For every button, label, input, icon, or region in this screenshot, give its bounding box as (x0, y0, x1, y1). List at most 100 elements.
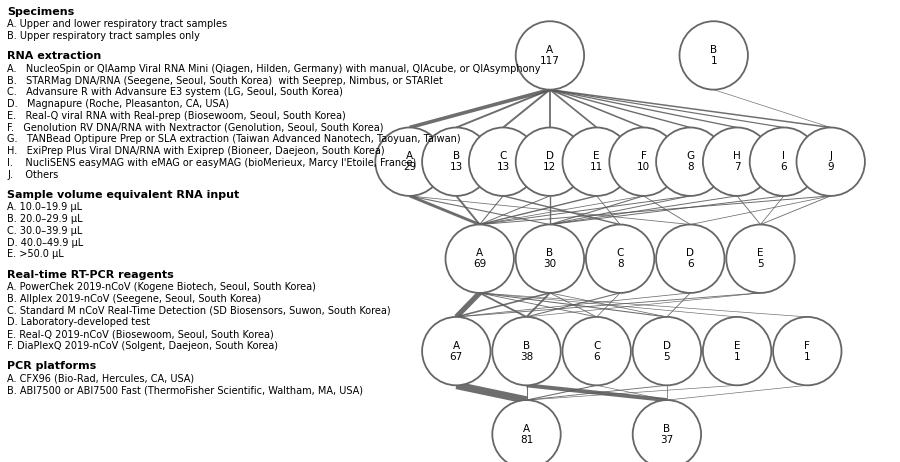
Text: B.   STARMag DNA/RNA (Seegene, Seoul, South Korea)  with Seeprep, Nimbus, or STA: B. STARMag DNA/RNA (Seegene, Seoul, Sout… (7, 75, 443, 85)
Text: 12: 12 (544, 162, 556, 172)
Text: D.   Magnapure (Roche, Pleasanton, CA, USA): D. Magnapure (Roche, Pleasanton, CA, USA… (7, 99, 230, 109)
Text: G: G (686, 151, 695, 161)
Text: B: B (523, 340, 530, 351)
Text: 6: 6 (780, 162, 788, 172)
Text: B. 20.0–29.9 μL: B. 20.0–29.9 μL (7, 214, 83, 224)
Ellipse shape (422, 317, 490, 385)
Text: 8: 8 (616, 259, 624, 269)
Text: A. CFX96 (Bio-Rad, Hercules, CA, USA): A. CFX96 (Bio-Rad, Hercules, CA, USA) (7, 373, 194, 383)
Text: 13: 13 (497, 162, 509, 172)
Text: Real-time RT-PCR reagents: Real-time RT-PCR reagents (7, 269, 174, 280)
Text: E.   Real-Q viral RNA with Real-prep (Biosewoom, Seoul, South Korea): E. Real-Q viral RNA with Real-prep (Bios… (7, 111, 346, 121)
Text: F: F (805, 340, 810, 351)
Text: 117: 117 (540, 56, 560, 66)
Ellipse shape (656, 128, 725, 196)
Text: A: A (453, 340, 460, 351)
Text: C.   Advansure R with Advansure E3 system (LG, Seoul, South Korea): C. Advansure R with Advansure E3 system … (7, 87, 343, 97)
Text: B: B (453, 151, 460, 161)
Text: A: A (476, 248, 483, 258)
Ellipse shape (446, 225, 514, 293)
Text: 9: 9 (827, 162, 834, 172)
Text: C: C (616, 248, 624, 258)
Text: 69: 69 (473, 259, 486, 269)
Text: E. Real-Q 2019-nCoV (Biosewoom, Seoul, South Korea): E. Real-Q 2019-nCoV (Biosewoom, Seoul, S… (7, 329, 274, 339)
Text: 1: 1 (734, 352, 741, 362)
Text: 38: 38 (520, 352, 533, 362)
Text: RNA extraction: RNA extraction (7, 51, 102, 61)
Text: B. Upper respiratory tract samples only: B. Upper respiratory tract samples only (7, 31, 200, 41)
Ellipse shape (680, 21, 748, 90)
Text: A.   NucleoSpin or QIAamp Viral RNA Mini (Qiagen, Hilden, Germany) with manual, : A. NucleoSpin or QIAamp Viral RNA Mini (… (7, 64, 541, 74)
Text: C. Standard M nCoV Real-Time Detection (SD Biosensors, Suwon, South Korea): C. Standard M nCoV Real-Time Detection (… (7, 305, 391, 316)
Ellipse shape (703, 317, 771, 385)
Text: 1: 1 (804, 352, 811, 362)
Ellipse shape (609, 128, 678, 196)
Text: D. 40.0–49.9 μL: D. 40.0–49.9 μL (7, 237, 84, 248)
Text: E: E (734, 340, 741, 351)
Text: C: C (593, 340, 600, 351)
Ellipse shape (633, 400, 701, 462)
Text: 30: 30 (544, 259, 556, 269)
Text: I: I (782, 151, 786, 161)
Text: J: J (829, 151, 833, 161)
Text: D: D (663, 340, 670, 351)
Text: C. 30.0–39.9 μL: C. 30.0–39.9 μL (7, 226, 83, 236)
Text: A: A (523, 424, 530, 434)
Ellipse shape (516, 128, 584, 196)
Text: A. 10.0–19.9 μL: A. 10.0–19.9 μL (7, 202, 82, 213)
Text: 37: 37 (661, 435, 673, 445)
Text: A. PowerChek 2019-nCoV (Kogene Biotech, Seoul, South Korea): A. PowerChek 2019-nCoV (Kogene Biotech, … (7, 282, 316, 292)
Ellipse shape (492, 317, 561, 385)
Ellipse shape (492, 400, 561, 462)
Text: D: D (546, 151, 554, 161)
Ellipse shape (375, 128, 444, 196)
Ellipse shape (469, 128, 537, 196)
Ellipse shape (750, 128, 818, 196)
Ellipse shape (633, 317, 701, 385)
Text: A: A (406, 151, 413, 161)
Text: A. Upper and lower respiratory tract samples: A. Upper and lower respiratory tract sam… (7, 19, 228, 30)
Text: 5: 5 (757, 259, 764, 269)
Text: F.   Genolution RV DNA/RNA with Nextractor (Genolution, Seoul, South Korea): F. Genolution RV DNA/RNA with Nextractor… (7, 122, 383, 133)
Text: 29: 29 (403, 162, 416, 172)
Ellipse shape (773, 317, 842, 385)
Text: 6: 6 (687, 259, 694, 269)
Text: C: C (500, 151, 507, 161)
Ellipse shape (516, 225, 584, 293)
Text: F. DiaPlexQ 2019-nCoV (Solgent, Daejeon, South Korea): F. DiaPlexQ 2019-nCoV (Solgent, Daejeon,… (7, 341, 278, 351)
Text: J.    Others: J. Others (7, 170, 59, 180)
Text: E. >50.0 μL: E. >50.0 μL (7, 249, 64, 260)
Text: 8: 8 (687, 162, 694, 172)
Text: E: E (757, 248, 764, 258)
Text: G.   TANBead Optipure Prep or SLA extraction (Taiwan Advanced Nanotech, Taoyuan,: G. TANBead Optipure Prep or SLA extracti… (7, 134, 461, 145)
Text: 6: 6 (593, 352, 600, 362)
Ellipse shape (796, 128, 865, 196)
Ellipse shape (562, 317, 631, 385)
Text: A: A (546, 45, 554, 55)
Text: 10: 10 (637, 162, 650, 172)
Text: H.   ExiPrep Plus Viral DNA/RNA with Exiprep (Bioneer, Daejeon, South Korea): H. ExiPrep Plus Viral DNA/RNA with Exipr… (7, 146, 385, 156)
Ellipse shape (703, 128, 771, 196)
Text: 5: 5 (663, 352, 670, 362)
Text: 67: 67 (450, 352, 463, 362)
Ellipse shape (726, 225, 795, 293)
Text: Specimens: Specimens (7, 7, 75, 17)
Ellipse shape (422, 128, 490, 196)
Text: 13: 13 (450, 162, 463, 172)
Text: H: H (734, 151, 741, 161)
Text: PCR platforms: PCR platforms (7, 361, 96, 371)
Text: B. Allplex 2019-nCoV (Seegene, Seoul, South Korea): B. Allplex 2019-nCoV (Seegene, Seoul, So… (7, 294, 261, 304)
Text: D. Laboratory-developed test: D. Laboratory-developed test (7, 317, 150, 328)
Text: 7: 7 (734, 162, 741, 172)
Text: B: B (546, 248, 554, 258)
Text: B: B (710, 45, 717, 55)
Text: I.    NucliSENS easyMAG with eMAG or easyMAG (bioMerieux, Marcy l'Etoile, France: I. NucliSENS easyMAG with eMAG or easyMA… (7, 158, 417, 168)
Text: F: F (641, 151, 646, 161)
Text: B: B (663, 424, 670, 434)
Text: 1: 1 (710, 56, 717, 66)
Ellipse shape (656, 225, 725, 293)
Text: 11: 11 (590, 162, 603, 172)
Text: D: D (687, 248, 694, 258)
Text: 81: 81 (520, 435, 533, 445)
Ellipse shape (516, 21, 584, 90)
